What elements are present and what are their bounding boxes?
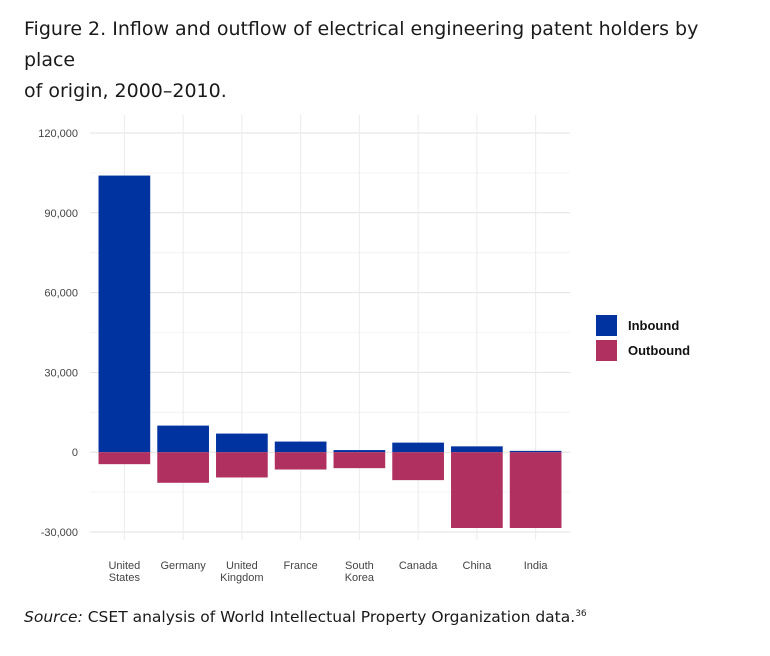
bar-outbound <box>333 452 386 469</box>
bar-inbound <box>157 425 209 453</box>
bar-layer <box>98 175 562 529</box>
y-tick-label: 90,000 <box>44 208 78 220</box>
bar-inbound <box>274 441 327 453</box>
y-tick-label: 30,000 <box>44 367 78 379</box>
figure-title-line-2: of origin, 2000–2010. <box>24 80 227 102</box>
bar-outbound <box>509 452 562 529</box>
x-tick-label: India <box>524 560 549 572</box>
source-footnote: 36 <box>575 608 587 619</box>
bar-outbound <box>98 452 151 465</box>
y-tick-label: 0 <box>72 447 78 459</box>
bar-outbound <box>216 452 268 478</box>
bar-chart: -30,000030,00060,00090,000120,000UnitedS… <box>38 115 690 584</box>
bar-inbound <box>333 450 386 453</box>
legend: Inbound Outbound <box>596 315 690 361</box>
bar-inbound <box>451 446 503 453</box>
figure-title-line-1: Figure 2. Inflow and outflow of electric… <box>24 18 699 71</box>
source-text: CSET analysis of World Intellectual Prop… <box>82 608 576 626</box>
bar-outbound <box>451 452 503 529</box>
x-tick-label: Kingdom <box>220 572 263 584</box>
bar-outbound <box>157 452 209 483</box>
x-tick-label: France <box>284 560 318 572</box>
x-tick-label: China <box>463 560 493 572</box>
x-tick-label: Germany <box>161 560 207 572</box>
x-tick-label: Korea <box>345 572 375 584</box>
source-note: Source: CSET analysis of World Intellect… <box>24 608 587 626</box>
y-tick-label: 120,000 <box>38 128 78 140</box>
figure-title: Figure 2. Inflow and outflow of electric… <box>24 14 724 107</box>
bar-outbound <box>392 452 444 481</box>
x-tick-label: United <box>226 560 258 572</box>
source-label: Source: <box>24 608 83 626</box>
bar-inbound <box>98 175 151 453</box>
axis-label-layer: -30,000030,00060,00090,000120,000UnitedS… <box>38 128 548 584</box>
x-tick-label: Canada <box>399 560 438 572</box>
y-tick-label: 60,000 <box>44 288 78 300</box>
bar-inbound <box>216 433 268 453</box>
bar-outbound <box>274 452 327 470</box>
bar-inbound <box>509 450 562 453</box>
legend-label: Outbound <box>628 343 690 358</box>
legend-swatch <box>596 340 617 361</box>
x-tick-label: United <box>108 560 140 572</box>
x-tick-label: South <box>345 560 374 572</box>
x-tick-label: States <box>109 572 141 584</box>
y-tick-label: -30,000 <box>41 527 78 539</box>
bar-inbound <box>392 442 444 453</box>
legend-label: Inbound <box>628 318 679 333</box>
legend-swatch <box>596 315 617 336</box>
